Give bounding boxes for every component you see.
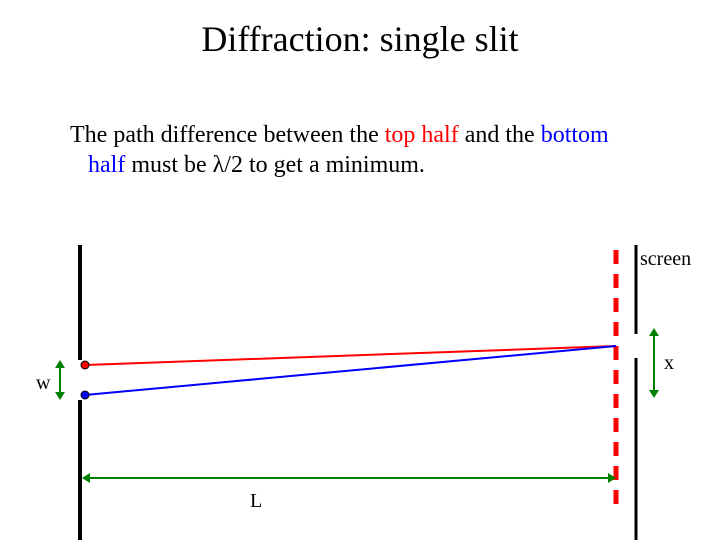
- x-label: x: [664, 352, 674, 375]
- diffraction-diagram: [0, 0, 720, 540]
- w-label: w: [36, 372, 50, 395]
- L-label: L: [250, 490, 262, 513]
- screen-label: screen: [640, 248, 691, 271]
